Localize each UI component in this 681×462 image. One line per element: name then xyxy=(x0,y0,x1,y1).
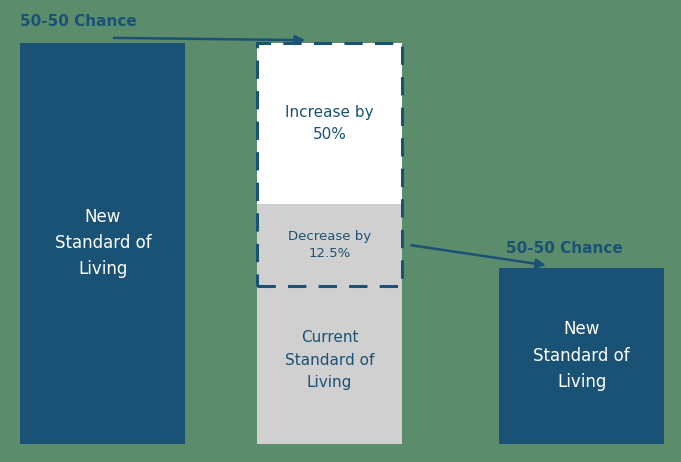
Bar xyxy=(257,224,402,444)
Bar xyxy=(257,43,402,286)
Bar xyxy=(257,204,402,286)
Text: New
Standard of
Living: New Standard of Living xyxy=(533,320,630,391)
Text: 50-50 Chance: 50-50 Chance xyxy=(20,14,137,29)
Text: Decrease by
12.5%: Decrease by 12.5% xyxy=(288,230,371,260)
Text: New
Standard of
Living: New Standard of Living xyxy=(54,207,151,279)
Bar xyxy=(499,268,664,444)
Bar xyxy=(257,43,402,204)
Text: 50-50 Chance: 50-50 Chance xyxy=(506,242,622,256)
Text: Current
Standard of
Living: Current Standard of Living xyxy=(285,330,375,390)
Bar xyxy=(20,43,185,444)
Text: Increase by
50%: Increase by 50% xyxy=(285,105,374,142)
